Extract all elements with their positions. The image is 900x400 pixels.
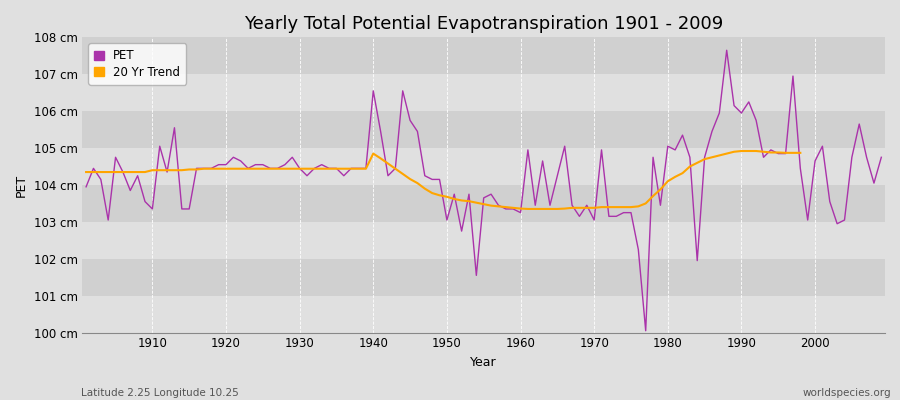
20 Yr Trend bbox=[81, 170, 92, 174]
Bar bbox=[83, 185, 885, 222]
Bar bbox=[83, 296, 885, 332]
20 Yr Trend bbox=[633, 204, 643, 209]
PET bbox=[721, 48, 732, 53]
Legend: PET, 20 Yr Trend: PET, 20 Yr Trend bbox=[88, 43, 186, 84]
20 Yr Trend bbox=[795, 150, 806, 155]
20 Yr Trend bbox=[523, 206, 534, 211]
PET bbox=[604, 214, 615, 219]
Bar bbox=[83, 222, 885, 259]
20 Yr Trend bbox=[140, 170, 150, 174]
PET bbox=[302, 173, 312, 178]
20 Yr Trend bbox=[736, 149, 747, 154]
Title: Yearly Total Potential Evapotranspiration 1901 - 2009: Yearly Total Potential Evapotranspiratio… bbox=[244, 15, 724, 33]
Bar bbox=[83, 111, 885, 148]
20 Yr Trend bbox=[125, 170, 136, 174]
PET bbox=[140, 199, 150, 204]
Bar bbox=[83, 148, 885, 185]
PET bbox=[508, 206, 518, 211]
Y-axis label: PET: PET bbox=[15, 173, 28, 196]
Bar bbox=[83, 74, 885, 111]
X-axis label: Year: Year bbox=[471, 356, 497, 369]
Bar bbox=[83, 37, 885, 74]
20 Yr Trend bbox=[478, 202, 489, 206]
PET bbox=[346, 166, 356, 171]
Line: PET: PET bbox=[86, 50, 881, 331]
PET bbox=[640, 328, 651, 333]
PET bbox=[876, 155, 886, 160]
20 Yr Trend bbox=[419, 186, 430, 191]
20 Yr Trend bbox=[537, 206, 548, 211]
PET bbox=[81, 184, 92, 189]
Text: worldspecies.org: worldspecies.org bbox=[803, 388, 891, 398]
Text: Latitude 2.25 Longitude 10.25: Latitude 2.25 Longitude 10.25 bbox=[81, 388, 239, 398]
Line: 20 Yr Trend: 20 Yr Trend bbox=[86, 151, 800, 209]
PET bbox=[515, 210, 526, 215]
Bar bbox=[83, 259, 885, 296]
